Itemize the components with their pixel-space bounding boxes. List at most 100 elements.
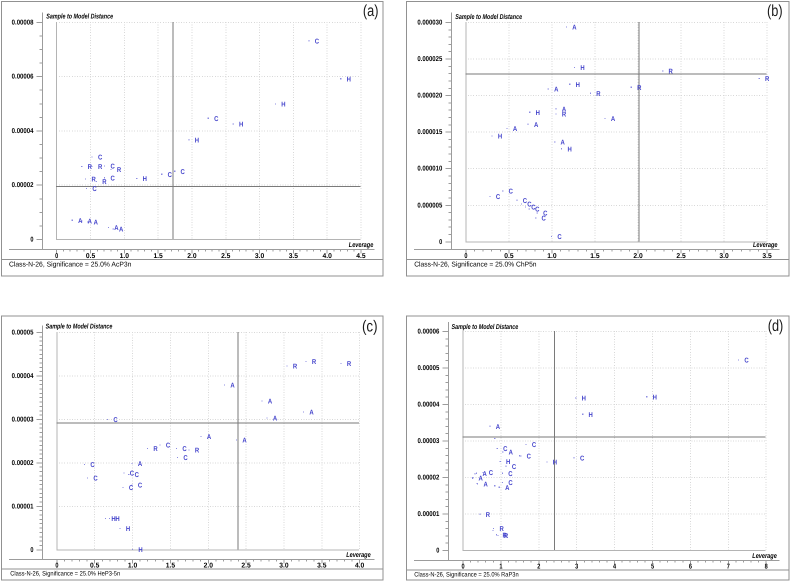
svg-text:3.0: 3.0 xyxy=(255,253,264,260)
svg-text:H: H xyxy=(576,82,580,89)
svg-text:A: A xyxy=(572,25,576,32)
svg-text:0.5: 0.5 xyxy=(86,253,95,260)
svg-text:0.5: 0.5 xyxy=(504,253,513,260)
svg-text:C: C xyxy=(542,216,546,223)
svg-text:0.00003: 0.00003 xyxy=(12,416,34,423)
svg-text:A: A xyxy=(309,410,313,417)
svg-text:2.0: 2.0 xyxy=(633,253,642,260)
svg-text:0.00004: 0.00004 xyxy=(418,402,440,409)
svg-text:C: C xyxy=(130,471,134,478)
svg-text:A: A xyxy=(513,126,517,133)
svg-text:0.00004: 0.00004 xyxy=(12,128,34,135)
svg-text:A: A xyxy=(268,399,272,406)
svg-text:C: C xyxy=(496,194,500,201)
svg-text:A: A xyxy=(94,220,98,227)
svg-text:2.0: 2.0 xyxy=(204,563,213,570)
svg-text:4.0: 4.0 xyxy=(355,563,364,570)
svg-text:R: R xyxy=(293,364,297,371)
svg-text:5: 5 xyxy=(651,563,654,570)
svg-text:C: C xyxy=(113,417,117,424)
svg-text:(b): (b) xyxy=(767,3,783,20)
svg-text:A: A xyxy=(505,485,509,492)
svg-text:C: C xyxy=(315,38,319,45)
svg-text:C: C xyxy=(527,202,531,209)
svg-text:C: C xyxy=(503,446,507,453)
svg-text:R: R xyxy=(669,69,673,76)
svg-text:0: 0 xyxy=(55,563,58,570)
svg-text:3.5: 3.5 xyxy=(762,253,771,260)
svg-text:R: R xyxy=(195,448,199,455)
svg-text:C: C xyxy=(580,455,584,462)
svg-text:H: H xyxy=(347,76,351,83)
svg-text:A: A xyxy=(483,481,487,488)
svg-text:C: C xyxy=(535,207,539,214)
svg-text:0.00003: 0.00003 xyxy=(418,438,440,445)
svg-text:A: A xyxy=(273,416,277,423)
svg-text:A: A xyxy=(554,87,558,94)
svg-text:0.00002: 0.00002 xyxy=(12,460,34,467)
svg-text:C: C xyxy=(527,454,531,461)
svg-text:1.5: 1.5 xyxy=(166,563,175,570)
svg-text:3.0: 3.0 xyxy=(719,253,728,260)
svg-text:2.0: 2.0 xyxy=(187,253,196,260)
svg-text:C: C xyxy=(532,442,536,449)
svg-text:2.5: 2.5 xyxy=(676,253,685,260)
svg-text:0: 0 xyxy=(55,253,58,260)
svg-text:4.0: 4.0 xyxy=(323,253,332,260)
svg-text:2.5: 2.5 xyxy=(241,563,250,570)
svg-text:3.5: 3.5 xyxy=(289,253,298,260)
svg-text:C: C xyxy=(182,446,186,453)
svg-text:4: 4 xyxy=(613,563,616,570)
svg-text:R: R xyxy=(765,76,769,83)
svg-text:Class-N-26, Significance = 25.: Class-N-26, Significance = 25.0% AcP3n xyxy=(9,260,131,268)
svg-text:C: C xyxy=(129,485,133,492)
svg-text:A: A xyxy=(534,122,538,129)
svg-text:8: 8 xyxy=(765,563,768,570)
svg-text:A: A xyxy=(114,225,118,232)
svg-text:0.00001: 0.00001 xyxy=(12,503,34,510)
svg-text:(a): (a) xyxy=(363,3,379,20)
svg-text:1.5: 1.5 xyxy=(153,253,162,260)
svg-text:C: C xyxy=(135,472,139,479)
svg-text:A: A xyxy=(207,434,211,441)
svg-text:H: H xyxy=(553,460,557,467)
svg-text:R: R xyxy=(499,526,503,533)
svg-text:R: R xyxy=(102,179,106,186)
svg-text:0.000015: 0.000015 xyxy=(417,129,442,136)
svg-text:0.000010: 0.000010 xyxy=(417,166,442,173)
svg-text:R: R xyxy=(486,512,490,519)
svg-text:Class-N-26, Significance = 25.: Class-N-26, Significance = 25.0% ChP5n xyxy=(414,260,536,268)
svg-text:A: A xyxy=(562,106,566,113)
svg-text:C: C xyxy=(110,175,114,182)
svg-text:R: R xyxy=(117,167,121,174)
svg-text:H: H xyxy=(567,146,571,153)
svg-text:C: C xyxy=(90,462,94,469)
svg-text:A: A xyxy=(509,450,513,457)
svg-text:C: C xyxy=(744,358,748,365)
svg-text:H: H xyxy=(143,176,147,183)
svg-text:C: C xyxy=(98,155,102,162)
svg-text:C: C xyxy=(508,480,512,487)
svg-text:Sample to Model Distance: Sample to Model Distance xyxy=(46,12,113,20)
svg-text:H: H xyxy=(239,122,243,129)
svg-text:C: C xyxy=(168,172,172,179)
svg-text:0.000005: 0.000005 xyxy=(417,202,442,209)
svg-text:0.000025: 0.000025 xyxy=(417,56,442,63)
svg-text:C: C xyxy=(93,476,97,483)
svg-text:0.00006: 0.00006 xyxy=(12,74,34,81)
svg-text:H: H xyxy=(498,134,502,141)
svg-text:0.000030: 0.000030 xyxy=(417,20,442,27)
svg-text:1.5: 1.5 xyxy=(590,253,599,260)
svg-text:0: 0 xyxy=(464,253,467,260)
svg-text:0.00008: 0.00008 xyxy=(12,19,34,26)
svg-text:2: 2 xyxy=(537,563,540,570)
svg-text:3: 3 xyxy=(575,563,578,570)
svg-text:6: 6 xyxy=(689,563,692,570)
svg-text:H: H xyxy=(115,516,119,523)
svg-text:C: C xyxy=(489,470,493,477)
svg-text:A: A xyxy=(479,475,483,482)
svg-text:Sample to Model Distance: Sample to Model Distance xyxy=(455,13,522,21)
svg-text:R: R xyxy=(153,446,157,453)
svg-text:R: R xyxy=(596,91,600,98)
svg-text:0.00001: 0.00001 xyxy=(418,511,440,518)
